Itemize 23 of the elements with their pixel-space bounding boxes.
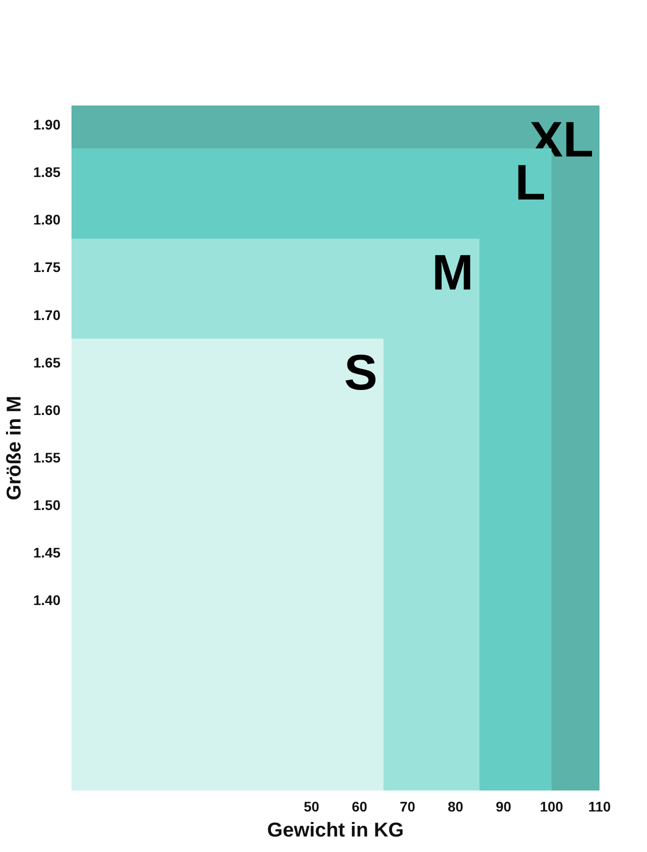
y-axis-title: Größe in M (3, 396, 26, 500)
y-tick-label: 1.90 (33, 116, 61, 133)
y-tick-label: 1.75 (33, 259, 61, 276)
y-tick-label: 1.45 (33, 544, 61, 561)
x-tick-label: 60 (352, 798, 368, 814)
y-tick-label: 1.60 (33, 402, 61, 418)
x-tick-label: 100 (540, 798, 564, 814)
x-tick-label: 50 (304, 798, 320, 814)
series-label: S (344, 344, 378, 401)
x-tick-label: 80 (448, 798, 464, 814)
x-tick-label: 90 (496, 798, 512, 814)
y-tick-label: 1.50 (33, 497, 61, 514)
y-tick-label: 1.65 (33, 354, 61, 370)
x-tick-label: 110 (588, 798, 612, 814)
y-tick-label: 1.55 (33, 450, 61, 466)
x-axis-title: Gewicht in KG (267, 820, 404, 842)
y-tick-label: 1.85 (33, 164, 61, 180)
y-tick-label: 1.40 (33, 592, 61, 608)
y-tick-label: 1.70 (33, 306, 61, 323)
y-tick-label: 1.80 (33, 212, 61, 228)
series-label: L (514, 154, 546, 210)
x-tick-label: 70 (400, 798, 416, 814)
series-label: M (432, 244, 474, 301)
